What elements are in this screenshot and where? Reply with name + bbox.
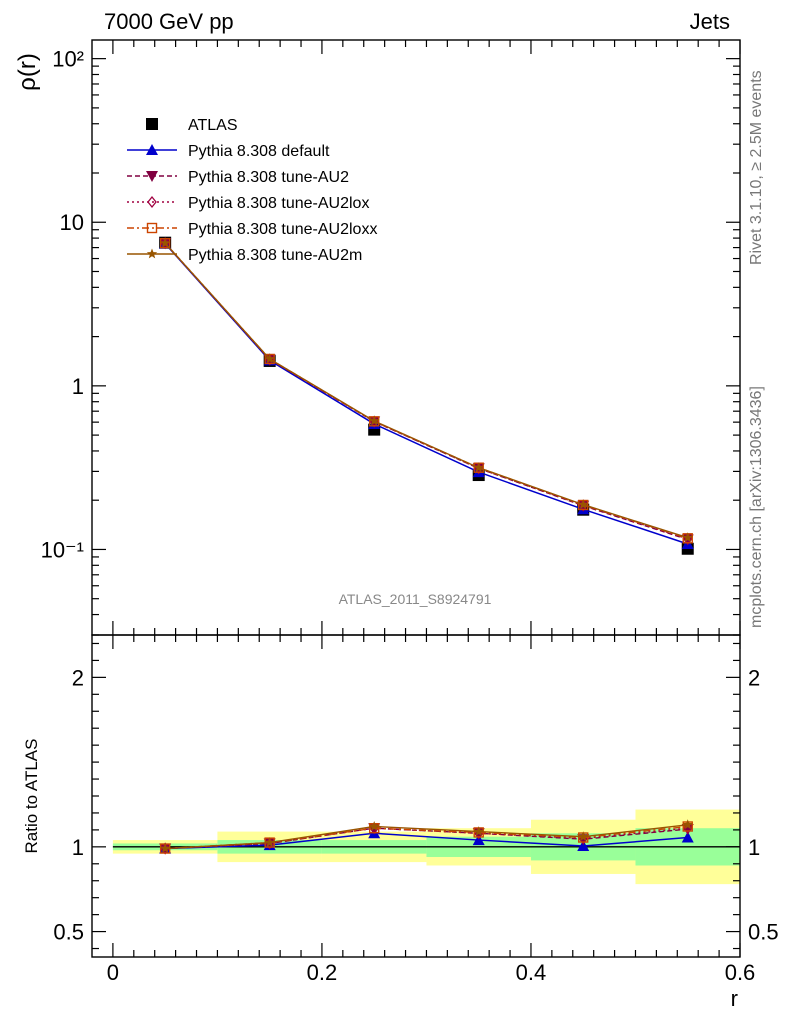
legend-entry-default: Pythia 8.308 default bbox=[127, 143, 330, 160]
source-label: mcplots.cern.ch [arXiv:1306.3436] bbox=[748, 386, 765, 628]
ratio-point-default-4 bbox=[577, 839, 590, 851]
ratio-frame bbox=[91, 634, 741, 958]
ratio-series bbox=[159, 819, 694, 855]
ratio-point-au2m-4 bbox=[578, 831, 589, 842]
x-tick-label: 0 bbox=[107, 960, 119, 985]
legend-label-au2: Pythia 8.308 tune-AU2 bbox=[188, 169, 349, 186]
main-y-axis: 10⁻¹ 1 10 10² bbox=[41, 47, 740, 636]
ratio-point-au2m-2 bbox=[369, 821, 380, 831]
ratio-line-au2m bbox=[165, 824, 688, 850]
ratio-point-au2m-3 bbox=[473, 826, 484, 836]
legend-label-au2loxx: Pythia 8.308 tune-AU2loxx bbox=[188, 221, 377, 238]
main-line-au2loxx bbox=[164, 242, 688, 539]
ratio-y-tick-label-right: 2 bbox=[748, 665, 760, 690]
beam-title: 7000 GeV pp bbox=[104, 9, 234, 34]
ratio-y-tick-label: 2 bbox=[72, 665, 84, 690]
main-y-label: ρ(r) bbox=[14, 53, 41, 91]
main-y-tick-label: 10² bbox=[52, 47, 84, 72]
legend-entry-au2m: Pythia 8.308 tune-AU2m bbox=[127, 247, 362, 264]
x-tick-label: 0.2 bbox=[307, 960, 338, 985]
analysis-label: ATLAS_2011_S8924791 bbox=[339, 591, 492, 607]
main-y-tick-label: 1 bbox=[72, 374, 84, 399]
main-line-au2 bbox=[164, 242, 688, 541]
ratio-y-tick-label-right: 0.5 bbox=[748, 920, 779, 945]
main-y-tick-label: 10 bbox=[60, 210, 84, 235]
legend-marker-au2lox bbox=[147, 195, 157, 209]
legend-marker-au2m bbox=[146, 248, 158, 259]
legend-marker-data bbox=[146, 118, 158, 130]
legend-label-au2m: Pythia 8.308 tune-AU2m bbox=[188, 247, 362, 264]
x-label: r bbox=[731, 986, 738, 1011]
main-line-au2lox bbox=[164, 242, 688, 540]
ratio-line-au2loxx bbox=[165, 825, 688, 850]
legend-label-data: ATLAS bbox=[188, 117, 238, 134]
legend-label-default: Pythia 8.308 default bbox=[188, 143, 330, 160]
legend-label-au2lox: Pythia 8.308 tune-AU2lox bbox=[188, 195, 369, 212]
ratio-y-tick-label: 0.5 bbox=[53, 920, 84, 945]
ratio-y-tick-label: 1 bbox=[72, 835, 84, 860]
rivet-label: Rivet 3.1.10, ≥ 2.5M events bbox=[748, 70, 765, 265]
x-tick-label: 0.6 bbox=[725, 960, 756, 985]
main-point-au2m-3 bbox=[473, 462, 484, 473]
main-point-au2m-4 bbox=[578, 499, 589, 510]
legend-entry-au2lox: Pythia 8.308 tune-AU2lox bbox=[127, 195, 369, 212]
legend-marker-au2loxx bbox=[146, 222, 158, 234]
x-tick-label: 0.4 bbox=[516, 960, 547, 985]
legend: ATLAS Pythia 8.308 default Pythia 8.308 tu… bbox=[127, 117, 377, 264]
main-line-default bbox=[164, 243, 688, 545]
legend-marker-default bbox=[146, 144, 158, 155]
ratio-point-au2m-0 bbox=[159, 843, 171, 853]
ratio-point-au2m-5 bbox=[682, 819, 693, 830]
main-y-tick-label: 10⁻¹ bbox=[41, 537, 84, 562]
legend-entry-au2loxx: Pythia 8.308 tune-AU2loxx bbox=[127, 221, 377, 238]
legend-entry-au2: Pythia 8.308 tune-AU2 bbox=[127, 169, 349, 186]
observable-title: Jets bbox=[690, 9, 730, 34]
ratio-point-default-3 bbox=[472, 834, 485, 846]
x-axis: 0 0.2 0.4 0.6 bbox=[107, 40, 756, 985]
main-point-au2m-2 bbox=[369, 415, 380, 426]
legend-entry-data: ATLAS bbox=[146, 117, 238, 134]
main-point-au2m-0 bbox=[159, 237, 171, 248]
ratio-line-default bbox=[165, 832, 688, 850]
ratio-y-axis: 0.5 0.5 1 1 2 2 bbox=[53, 642, 779, 950]
main-series bbox=[159, 236, 694, 555]
ratio-point-au2m-1 bbox=[264, 837, 275, 848]
ratio-point-default-5 bbox=[681, 831, 694, 843]
main-line-au2m bbox=[164, 242, 688, 539]
main-point-au2m-1 bbox=[264, 353, 275, 364]
legend-marker-au2 bbox=[146, 171, 158, 182]
ratio-y-tick-label-right: 1 bbox=[748, 835, 760, 860]
main-point-au2m-5 bbox=[682, 532, 693, 543]
ratio-y-label: Ratio to ATLAS bbox=[22, 739, 41, 854]
